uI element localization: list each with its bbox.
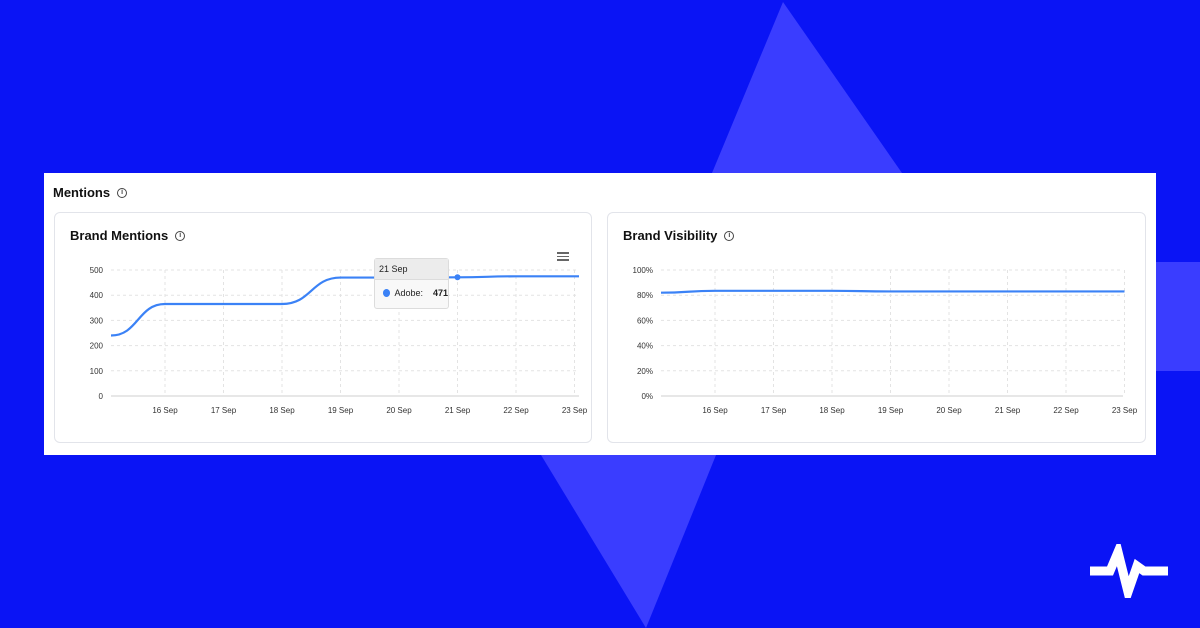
- y-tick-label: 200: [90, 342, 104, 351]
- card-header: Brand Mentions i: [70, 228, 186, 243]
- brand-visibility-chart: 0% 20% 40% 60% 80% 100% 16 Sep 17 Sep 18 Sep 19 S…: [633, 266, 1138, 415]
- x-tick-label: 16 Sep: [702, 406, 728, 415]
- series-dot-icon: [383, 289, 391, 297]
- info-icon[interactable]: i: [724, 230, 735, 241]
- x-tick-label: 20 Sep: [386, 406, 412, 415]
- info-icon[interactable]: i: [117, 187, 128, 198]
- pulse-logo-icon: [1090, 544, 1168, 598]
- tooltip-value: 471: [432, 288, 448, 298]
- y-tick-label: 0%: [641, 392, 653, 401]
- x-tick-label: 18 Sep: [269, 406, 295, 415]
- section-header: Mentions i: [53, 185, 128, 200]
- y-tick-label: 0: [99, 392, 104, 401]
- y-tick-label: 300: [90, 316, 104, 325]
- series-line: [110, 275, 579, 337]
- brand-visibility-card: Brand Visibility i 0% 20% 40% 60% 80% 100% 16 …: [607, 212, 1146, 443]
- brand-mentions-chart: 0 100 200 300 400 500 16 Sep 17 Sep 18 Sep 19 Sep…: [90, 266, 588, 415]
- x-tick-label: 16 Sep: [152, 406, 178, 415]
- chart-tooltip: 21 Sep Adobe: 471: [374, 258, 449, 309]
- y-tick-label: 60%: [637, 316, 653, 325]
- x-tick-label: 19 Sep: [878, 406, 904, 415]
- x-tick-label: 22 Sep: [503, 406, 529, 415]
- section-title: Mentions: [53, 185, 111, 200]
- x-tick-label: 17 Sep: [761, 406, 787, 415]
- x-tick-label: 23 Sep: [562, 406, 588, 415]
- x-tick-label: 20 Sep: [936, 406, 962, 415]
- tooltip-series: Adobe:: [394, 288, 423, 298]
- y-tick-label: 80%: [637, 291, 653, 300]
- card-header: Brand Visibility i: [623, 228, 735, 243]
- y-tick-label: 500: [90, 266, 104, 275]
- y-tick-label: 40%: [637, 342, 653, 351]
- x-tick-label: 22 Sep: [1053, 406, 1079, 415]
- mentions-panel: Mentions i Brand Mentions i 0 100 200 300 40…: [44, 173, 1156, 455]
- x-tick-label: 21 Sep: [995, 406, 1021, 415]
- x-tick-label: 18 Sep: [819, 406, 845, 415]
- tooltip-body: Adobe: 471: [375, 280, 448, 298]
- brand-mentions-title: Brand Mentions: [70, 228, 169, 243]
- brand-visibility-title: Brand Visibility: [623, 228, 718, 243]
- x-tick-label: 23 Sep: [1112, 406, 1138, 415]
- y-tick-label: 20%: [637, 367, 653, 376]
- hover-marker: [454, 274, 461, 281]
- bg-triangle-bottom: [541, 455, 716, 628]
- x-tick-label: 21 Sep: [445, 406, 471, 415]
- x-tick-label: 17 Sep: [211, 406, 237, 415]
- series-line: [660, 289, 1125, 294]
- brand-mentions-card: Brand Mentions i 0 100 200 300 400 500 16 Sep 1…: [54, 212, 592, 443]
- x-tick-label: 19 Sep: [328, 406, 354, 415]
- info-icon[interactable]: i: [175, 230, 186, 241]
- bg-rect-right: [1156, 262, 1200, 371]
- tooltip-date: 21 Sep: [375, 259, 448, 280]
- chart-menu-icon[interactable]: [557, 252, 569, 261]
- y-tick-label: 100%: [633, 266, 653, 275]
- y-tick-label: 400: [90, 291, 104, 300]
- bg-triangle-top: [712, 2, 902, 173]
- y-tick-label: 100: [90, 367, 104, 376]
